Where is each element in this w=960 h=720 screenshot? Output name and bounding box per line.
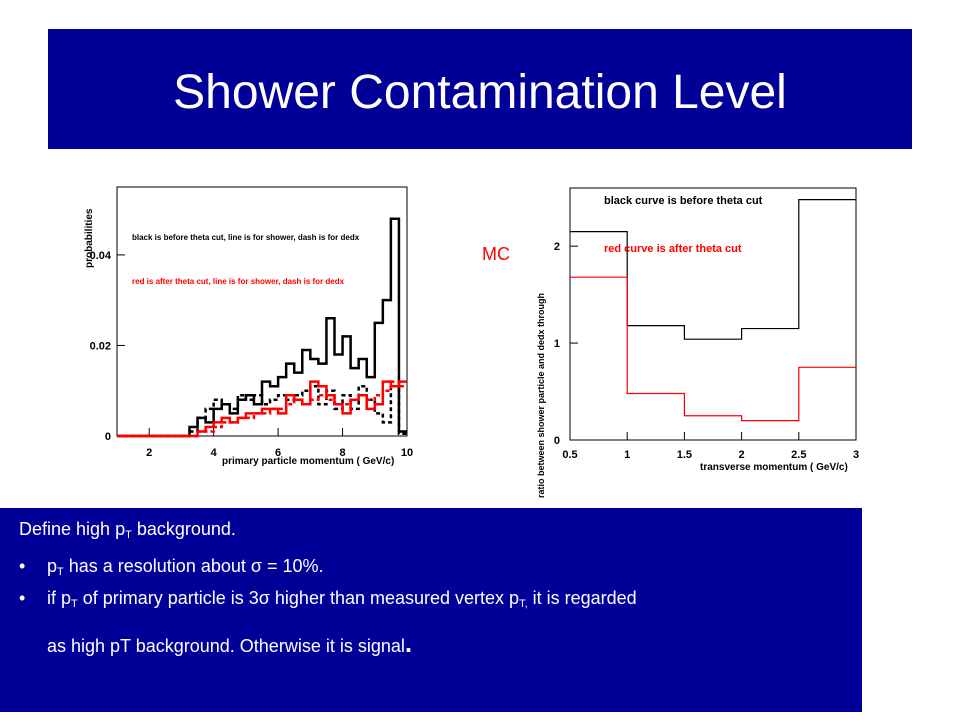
x-tick-label: 1: [624, 449, 630, 461]
annotation-black: black curve is before theta cut: [604, 195, 763, 207]
ratio-series-2: [570, 276, 856, 422]
bullet-resolution: • pT has a resolution about σ = 10%.: [19, 556, 324, 578]
x-axis-label: primary particle momentum ( GeV/c): [222, 456, 394, 467]
y-tick-label: 0.04: [90, 250, 112, 262]
y-tick-label: 0: [105, 431, 111, 443]
y-tick-label: 2: [554, 241, 560, 253]
annotation-red: red curve is after theta cut: [604, 243, 742, 255]
y-tick-label: 0: [554, 435, 560, 447]
bullet-symbol: •: [19, 588, 26, 608]
x-tick-label: 8: [339, 447, 345, 459]
x-tick-label: 2: [739, 449, 745, 461]
bullet-criterion-continuation: as high pT background. Otherwise it is s…: [47, 628, 413, 658]
x-tick-label: 3: [853, 449, 859, 461]
x-axis-label: transverse momentum ( GeV/c): [700, 462, 848, 473]
x-tick-label: 1.5: [677, 449, 692, 461]
x-tick-label: 2.5: [791, 449, 806, 461]
x-tick-label: 4: [211, 447, 218, 459]
momentum-probability-chart: 2 4 6 8 10 0 0.02 0.04 black is before theta cu…: [84, 186, 413, 467]
annotation-black: black is before theta cut, line is for s…: [132, 233, 360, 242]
title-banner: Shower Contamination Level: [48, 29, 912, 149]
y-tick-label: 0.02: [90, 340, 111, 352]
annotation-red: red is after theta cut, line is for show…: [132, 277, 345, 286]
mc-label: MC: [482, 244, 510, 264]
bullet-criterion: • if pT of primary particle is 3σ higher …: [19, 588, 637, 610]
definition-line: Define high pT background.: [19, 519, 236, 541]
bullet-symbol: •: [19, 556, 26, 576]
x-tick-label: 2: [146, 447, 152, 459]
y-axis-label: ratio between shower particle and dedx t…: [536, 293, 546, 498]
x-tick-label: 10: [401, 447, 413, 459]
plot-frame: [569, 187, 857, 441]
description-box: Define high pT background. • pT has a res…: [0, 508, 862, 712]
histogram-series-1: [117, 217, 407, 438]
histogram-series-2: [117, 384, 407, 438]
y-tick-label: 1: [554, 338, 560, 350]
y-axis-label: probabilities: [84, 208, 95, 268]
slide-title: Shower Contamination Level: [173, 66, 787, 119]
ratio-chart: 0.5 1 1.5 2 2.5 3 0 1 2 black curve is before th…: [536, 187, 859, 498]
x-tick-label: 0.5: [562, 449, 577, 461]
x-tick-label: 6: [275, 447, 281, 459]
